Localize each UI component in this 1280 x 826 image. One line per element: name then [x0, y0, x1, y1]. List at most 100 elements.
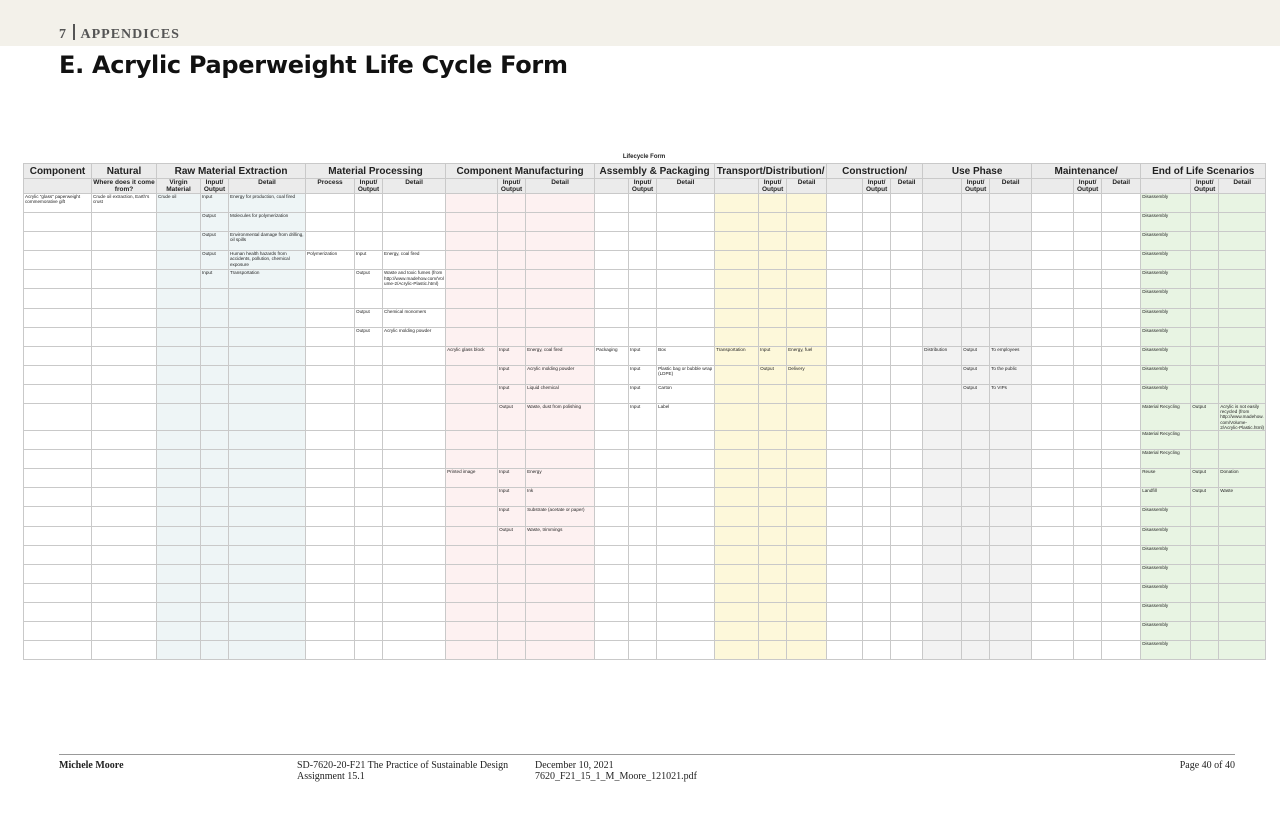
table-cell	[922, 449, 963, 470]
table-cell	[890, 364, 924, 385]
table-cell	[445, 383, 499, 405]
table-cell	[1101, 430, 1142, 451]
table-cell: Acrylic molding powder	[382, 326, 447, 347]
table-cell	[227, 487, 307, 508]
table-cell: Output	[961, 383, 991, 405]
table-cell	[890, 525, 924, 546]
table-cell	[758, 307, 788, 328]
subheader: Input/ Output	[497, 178, 527, 194]
table-cell	[989, 506, 1033, 527]
table-cell	[91, 544, 157, 565]
table-cell	[862, 601, 892, 622]
subheader: Input/ Output	[758, 178, 788, 194]
table-cell	[497, 307, 527, 328]
table-cell	[961, 403, 991, 432]
table-cell	[23, 525, 92, 546]
table-cell	[1073, 506, 1103, 527]
table-cell	[786, 212, 828, 233]
table-cell: Disassembly	[1140, 620, 1192, 642]
table-cell	[714, 506, 760, 527]
table-cell	[826, 620, 864, 642]
table-cell	[1218, 449, 1267, 470]
table-cell	[961, 449, 991, 470]
table-cell	[227, 601, 307, 622]
table-cell: Environmental damage from drilling, oil …	[227, 231, 307, 252]
table-cell	[758, 620, 788, 642]
table-cell	[628, 192, 658, 214]
table-cell: Box	[656, 345, 716, 366]
table-cell	[1101, 506, 1142, 527]
table-cell	[445, 582, 499, 603]
table-cell	[156, 506, 201, 527]
table-cell	[227, 620, 307, 642]
table-cell	[445, 563, 499, 584]
table-cell	[628, 487, 658, 508]
table-cell	[525, 544, 596, 565]
table-cell	[1101, 288, 1142, 309]
table-cell: Packaging	[594, 345, 630, 366]
table-cell: Disassembly	[1140, 544, 1192, 565]
subheader: Virgin Material	[156, 178, 201, 194]
table-cell: Carton	[656, 383, 716, 405]
table-cell	[989, 250, 1033, 271]
table-cell	[862, 582, 892, 603]
table-cell	[382, 468, 447, 489]
table-cell	[200, 506, 229, 527]
table-cell	[989, 326, 1033, 347]
subheader: Where does it come from?	[91, 178, 157, 194]
table-cell	[305, 468, 356, 489]
table-cell	[714, 403, 760, 432]
table-cell: Disassembly	[1140, 364, 1192, 385]
table-cell: Printed image	[445, 468, 499, 489]
table-cell	[628, 231, 658, 252]
table-cell	[1031, 269, 1075, 290]
table-cell	[354, 430, 384, 451]
table-cell: Landfill	[1140, 487, 1192, 508]
table-cell	[1218, 364, 1267, 385]
group-header: End of Life Scenarios	[1140, 163, 1267, 179]
table-cell	[23, 212, 92, 233]
table-cell	[714, 250, 760, 271]
table-cell	[826, 468, 864, 489]
table-cell	[91, 383, 157, 405]
table-cell	[497, 640, 527, 661]
table-cell	[445, 601, 499, 622]
table-cell	[382, 487, 447, 508]
table-cell	[1073, 212, 1103, 233]
table-cell: Output	[1190, 468, 1220, 489]
subheader	[594, 178, 630, 194]
table-cell	[628, 620, 658, 642]
table-cell	[628, 212, 658, 233]
table-cell	[594, 582, 630, 603]
table-cell	[1101, 525, 1142, 546]
table-cell: Delivery	[786, 364, 828, 385]
table-cell: Liquid chemical	[525, 383, 596, 405]
table-cell	[922, 582, 963, 603]
table-cell: Distribution	[922, 345, 963, 366]
table-cell	[826, 212, 864, 233]
table-cell	[1190, 383, 1220, 405]
table-cell	[594, 269, 630, 290]
group-header: Assembly & Packaging	[594, 163, 716, 179]
table-cell	[628, 582, 658, 603]
table-cell	[890, 601, 924, 622]
table-cell	[989, 430, 1033, 451]
table-cell	[656, 212, 716, 233]
table-cell	[656, 269, 716, 290]
table-cell	[1073, 231, 1103, 252]
group-header: Component	[23, 163, 92, 179]
table-cell	[826, 288, 864, 309]
table-cell	[1218, 250, 1267, 271]
subheader: Detail	[227, 178, 307, 194]
table-cell: Acrylic "glass" paperweight commemorativ…	[23, 192, 92, 214]
table-cell	[354, 192, 384, 214]
table-cell	[961, 525, 991, 546]
table-cell	[1073, 544, 1103, 565]
table-cell	[862, 269, 892, 290]
table-cell	[497, 250, 527, 271]
table-cell	[354, 544, 384, 565]
table-cell: Disassembly	[1140, 326, 1192, 347]
table-cell: Input	[497, 487, 527, 508]
table-cell	[1073, 345, 1103, 366]
table-cell	[656, 563, 716, 584]
